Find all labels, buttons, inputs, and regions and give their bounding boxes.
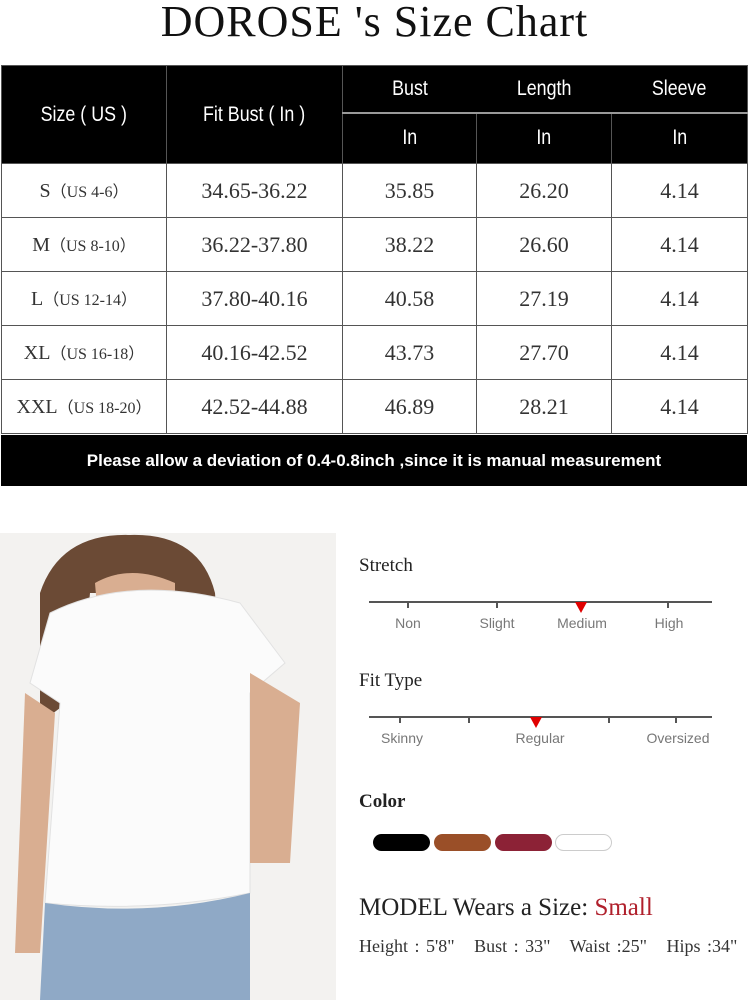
bust-cell: 46.89 (342, 379, 477, 434)
fit-type-option: Oversized (646, 730, 710, 746)
fit-bust-cell: 40.16-42.52 (166, 325, 343, 380)
header-unit: In (611, 112, 748, 164)
size-cell: XL（US 16-18） (1, 325, 167, 380)
size-table: Size ( US ) Fit Bust ( In ) Bust Length … (1, 65, 748, 434)
length-cell: 27.70 (476, 325, 612, 380)
length-cell: 26.60 (476, 217, 612, 272)
model-size-value: Small (594, 894, 653, 921)
table-row: XL（US 16-18） 40.16-42.52 43.73 27.70 4.14 (1, 325, 748, 380)
tick (675, 717, 677, 723)
tick (468, 717, 470, 723)
sleeve-cell: 4.14 (611, 325, 748, 380)
length-cell: 27.19 (476, 271, 612, 326)
sleeve-cell: 4.14 (611, 271, 748, 326)
table-row: M（US 8-10） 36.22-37.80 38.22 26.60 4.14 (1, 217, 748, 272)
tick (496, 602, 498, 608)
header-size: Size ( US ) (1, 65, 167, 164)
bust-cell: 35.85 (342, 163, 477, 218)
fit-bust-cell: 37.80-40.16 (166, 271, 343, 326)
tick (399, 717, 401, 723)
stretch-option: Slight (479, 615, 515, 631)
table-row: L（US 12-14） 37.80-40.16 40.58 27.19 4.14 (1, 271, 748, 326)
table-row: S（US 4-6） 34.65-36.22 35.85 26.20 4.14 (1, 163, 748, 218)
size-cell: S（US 4-6） (1, 163, 167, 218)
fit-bust-cell: 36.22-37.80 (166, 217, 343, 272)
stretch-option: Medium (557, 615, 607, 631)
header-fit-bust: Fit Bust ( In ) (166, 65, 343, 164)
tick (608, 717, 610, 723)
header-unit: In (342, 112, 477, 164)
deviation-note: Please allow a deviation of 0.4-0.8inch … (1, 435, 747, 486)
model-size-label: MODEL Wears a Size: (359, 894, 595, 921)
length-cell: 28.21 (476, 379, 612, 434)
fit-type-option: Skinny (380, 730, 424, 746)
model-measurements: Height : 5'8" Bust : 33" Waist :25" Hips… (359, 936, 738, 956)
fit-bust-cell: 42.52-44.88 (166, 379, 343, 434)
size-cell: XXL（US 18-20） (1, 379, 167, 434)
model-photo (0, 533, 336, 1000)
bust-cell: 40.58 (342, 271, 477, 326)
size-cell: L（US 12-14） (1, 271, 167, 326)
fit-bust-cell: 34.65-36.22 (166, 163, 343, 218)
header-bust: Bust (342, 65, 477, 114)
color-swatch[interactable] (555, 834, 612, 851)
length-cell: 26.20 (476, 163, 612, 218)
stretch-option: Non (395, 615, 421, 631)
model-size: MODEL Wears a Size: Small (359, 894, 653, 922)
stretch-label: Stretch (359, 555, 413, 576)
sleeve-cell: 4.14 (611, 217, 748, 272)
header-unit: In (476, 112, 612, 164)
size-cell: M（US 8-10） (1, 217, 167, 272)
bust-cell: 38.22 (342, 217, 477, 272)
stretch-scale (369, 601, 712, 603)
bust-cell: 43.73 (342, 325, 477, 380)
tick (407, 602, 409, 608)
fit-type-option: Regular (515, 730, 565, 746)
header-sleeve: Sleeve (611, 65, 748, 114)
stretch-option: High (654, 615, 684, 631)
stretch-marker-icon (575, 602, 587, 613)
tick (667, 602, 669, 608)
size-chart-title: DOROSE 's Size Chart (160, 0, 589, 46)
sleeve-cell: 4.14 (611, 379, 748, 434)
fit-type-label: Fit Type (359, 670, 423, 691)
color-swatch[interactable] (434, 834, 491, 851)
fit-type-marker-icon (530, 717, 542, 728)
model-photo-illustration (0, 533, 336, 1000)
header-length: Length (476, 65, 612, 114)
color-label: Color (359, 791, 406, 812)
table-row: XXL（US 18-20） 42.52-44.88 46.89 28.21 4.14 (1, 379, 748, 434)
sleeve-cell: 4.14 (611, 163, 748, 218)
color-swatch[interactable] (495, 834, 552, 851)
color-swatch[interactable] (373, 834, 430, 851)
